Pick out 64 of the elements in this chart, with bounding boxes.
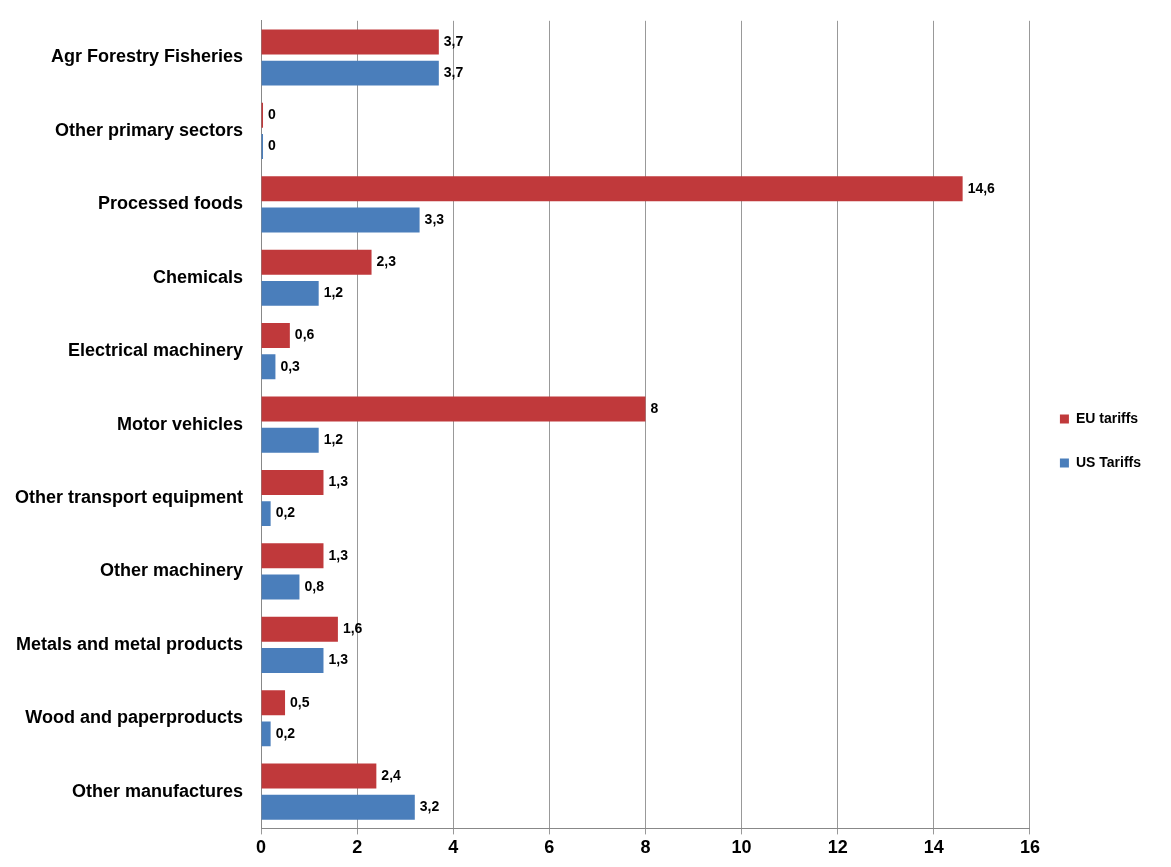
- bar: [261, 249, 372, 275]
- data-label: 1,3: [328, 473, 349, 490]
- bar: [261, 574, 300, 600]
- data-label: 2,4: [381, 766, 402, 783]
- y-tick-label: Other machinery: [99, 560, 244, 581]
- x-tick-label: 4: [448, 837, 459, 858]
- x-tick-label: 16: [1019, 837, 1040, 858]
- bar: [261, 29, 439, 55]
- x-tick-label: 6: [544, 837, 555, 858]
- data-label: 14,6: [967, 179, 996, 196]
- bar: [261, 501, 271, 527]
- x-tick-label: 2: [352, 837, 363, 858]
- data-label: 8: [650, 399, 659, 416]
- bar: [261, 763, 377, 789]
- data-label: 1,2: [323, 431, 344, 448]
- data-label: 0,2: [275, 724, 296, 741]
- bar: [261, 647, 324, 673]
- x-tick-label: 14: [923, 837, 944, 858]
- y-tick-label: Electrical machinery: [67, 340, 244, 361]
- x-tick-label: 12: [827, 837, 848, 858]
- y-tick-label: Motor vehicles: [116, 413, 244, 434]
- data-label: 0,8: [304, 577, 325, 594]
- bar: [261, 280, 319, 306]
- y-tick-label: Agr Forestry Fisheries: [50, 46, 244, 67]
- bar: [261, 207, 420, 233]
- bar: [261, 794, 415, 820]
- data-label: 0,5: [290, 693, 310, 710]
- bar: [261, 354, 276, 380]
- x-tick-label: 10: [731, 837, 752, 858]
- data-label: 1,2: [323, 284, 344, 301]
- data-label: 1,3: [328, 546, 349, 563]
- data-label: 0,3: [280, 357, 301, 374]
- bar: [261, 60, 439, 86]
- legend-label: US Tariffs: [1075, 453, 1142, 470]
- x-tick-label: 8: [640, 837, 651, 858]
- data-label: 3,7: [443, 32, 464, 49]
- legend-label: EU tariffs: [1075, 409, 1139, 426]
- y-tick-label: Other primary sectors: [54, 119, 244, 140]
- y-tick-label: Other manufactures: [71, 780, 244, 801]
- bar: [261, 543, 324, 569]
- y-tick-label: Wood and paperproducts: [25, 707, 244, 728]
- data-label: 1,3: [328, 651, 349, 668]
- data-label: 2,3: [376, 253, 397, 270]
- x-tick-label: 0: [256, 837, 267, 858]
- bar: [261, 396, 646, 422]
- bar: [261, 690, 286, 716]
- y-tick-label: Chemicals: [152, 266, 244, 287]
- data-label: 0: [268, 106, 277, 123]
- y-tick-label: Metals and metal products: [15, 633, 244, 654]
- data-label: 1,6: [342, 620, 363, 637]
- y-tick-label: Other transport equipment: [15, 486, 244, 507]
- bar: [261, 323, 290, 349]
- bar: [261, 616, 338, 642]
- y-tick-label: Processed foods: [97, 193, 244, 214]
- data-label: 3,7: [443, 63, 464, 80]
- data-label: 0: [268, 137, 277, 154]
- data-label: 0,6: [294, 326, 315, 343]
- data-label: 0,2: [275, 504, 296, 521]
- bar: [261, 469, 324, 495]
- bar: [261, 721, 271, 747]
- bar: [261, 427, 319, 453]
- bar: [261, 176, 963, 202]
- data-label: 3,2: [419, 798, 440, 815]
- data-label: 3,3: [424, 210, 445, 227]
